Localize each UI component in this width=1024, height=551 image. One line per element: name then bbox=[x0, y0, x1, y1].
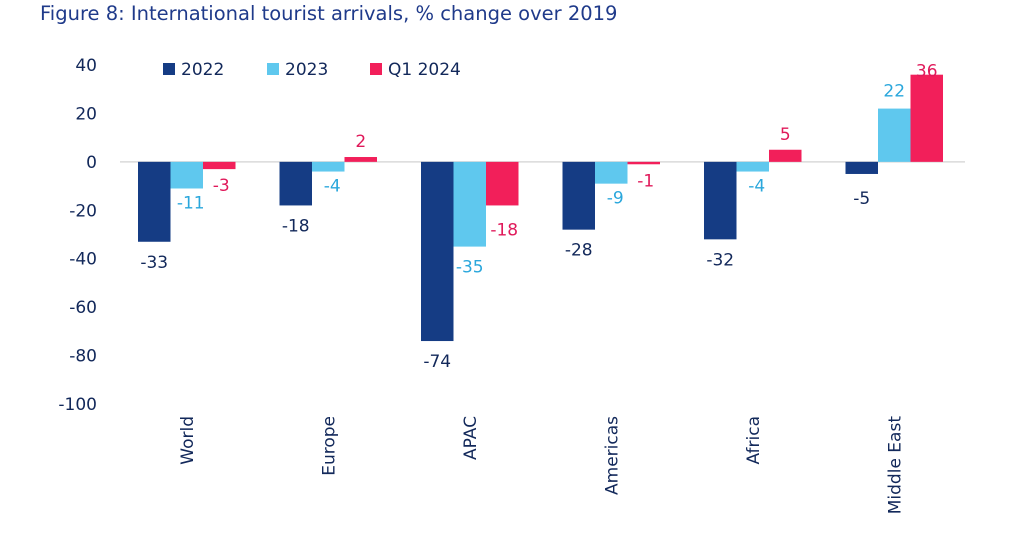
data-label: -3 bbox=[213, 176, 230, 196]
data-label: 36 bbox=[916, 62, 938, 82]
data-label: -18 bbox=[490, 220, 518, 240]
data-label: -33 bbox=[140, 253, 168, 273]
bar-2022-middle-east bbox=[845, 161, 878, 174]
bar-q1-2024-europe bbox=[344, 157, 377, 162]
data-label: -9 bbox=[607, 189, 624, 209]
data-label: -5 bbox=[853, 189, 870, 209]
bar-q1-2024-middle-east bbox=[910, 74, 943, 162]
bar-2022-world bbox=[138, 161, 171, 242]
bar-2023-americas bbox=[595, 161, 628, 184]
y-tick-label: 0 bbox=[86, 153, 97, 173]
x-tick-label: Americas bbox=[602, 416, 622, 495]
x-tick-label: World bbox=[178, 416, 198, 465]
x-tick-label: Europe bbox=[319, 416, 339, 476]
x-tick-label: Middle East bbox=[885, 416, 905, 515]
chart-title: Figure 8: International tourist arrivals… bbox=[40, 2, 618, 25]
bar-q1-2024-americas bbox=[627, 161, 660, 165]
y-tick-label: -20 bbox=[69, 201, 97, 221]
bar-2022-apac bbox=[421, 161, 454, 342]
data-label: -28 bbox=[565, 241, 593, 261]
data-label: -4 bbox=[324, 177, 341, 197]
data-label: 22 bbox=[883, 82, 905, 102]
data-label: 2 bbox=[355, 132, 366, 152]
y-axis: 40 20 0 -20 -40 -60 -80 -100 bbox=[58, 56, 97, 415]
bar-q1-2024-world bbox=[203, 161, 236, 170]
data-label: -32 bbox=[706, 250, 734, 270]
legend-swatch bbox=[163, 63, 175, 75]
y-tick-label: 40 bbox=[75, 56, 97, 76]
legend-label: 2022 bbox=[181, 60, 224, 80]
data-label: -35 bbox=[456, 258, 484, 278]
y-tick-label: -40 bbox=[69, 250, 97, 270]
x-axis: World Europe APAC Americas Africa Middle East bbox=[178, 416, 906, 515]
data-label: -18 bbox=[282, 216, 310, 236]
bar-2023-europe bbox=[312, 161, 345, 172]
data-label: -74 bbox=[423, 352, 451, 372]
data-labels: -33 -11 -3 -18 -4 2 -74 -35 -18 -28 -9 -1 -32 -4 5 -5 22… bbox=[140, 62, 937, 372]
bar-q1-2024-apac bbox=[486, 161, 519, 206]
bar-2023-world bbox=[170, 161, 203, 189]
bars bbox=[138, 74, 943, 342]
y-tick-label: -100 bbox=[58, 395, 97, 415]
bar-2023-africa bbox=[736, 161, 769, 172]
x-tick-label: APAC bbox=[461, 416, 481, 460]
y-tick-label: -80 bbox=[69, 347, 97, 367]
bar-2023-apac bbox=[453, 161, 486, 247]
legend-label: Q1 2024 bbox=[388, 60, 461, 80]
bar-2022-americas bbox=[562, 161, 595, 230]
x-tick-label: Africa bbox=[744, 416, 764, 465]
y-tick-label: -60 bbox=[69, 298, 97, 318]
legend-swatch bbox=[267, 63, 279, 75]
bar-2022-europe bbox=[279, 161, 312, 206]
bar-2023-middle-east bbox=[878, 108, 911, 162]
data-label: 5 bbox=[780, 125, 791, 145]
data-label: -11 bbox=[177, 193, 205, 213]
data-label: -4 bbox=[748, 177, 765, 197]
y-tick-label: 20 bbox=[75, 104, 97, 124]
bar-q1-2024-africa bbox=[769, 149, 802, 162]
legend: 2022 2023 Q1 2024 bbox=[163, 60, 461, 80]
bar-2022-africa bbox=[704, 161, 737, 240]
legend-label: 2023 bbox=[285, 60, 328, 80]
data-label: -1 bbox=[637, 171, 654, 191]
legend-swatch bbox=[370, 63, 382, 75]
